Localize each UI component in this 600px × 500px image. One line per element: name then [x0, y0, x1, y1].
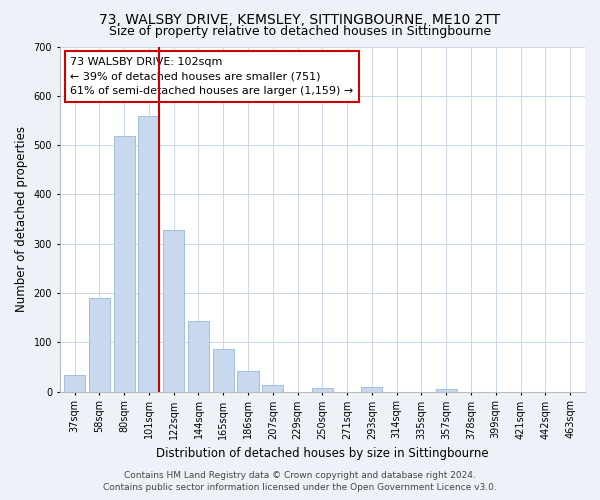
X-axis label: Distribution of detached houses by size in Sittingbourne: Distribution of detached houses by size …	[156, 447, 488, 460]
Text: Size of property relative to detached houses in Sittingbourne: Size of property relative to detached ho…	[109, 25, 491, 38]
Text: 73 WALSBY DRIVE: 102sqm
← 39% of detached houses are smaller (751)
61% of semi-d: 73 WALSBY DRIVE: 102sqm ← 39% of detache…	[70, 57, 353, 96]
Bar	[436, 389, 457, 392]
Text: 73, WALSBY DRIVE, KEMSLEY, SITTINGBOURNE, ME10 2TT: 73, WALSBY DRIVE, KEMSLEY, SITTINGBOURNE…	[100, 12, 500, 26]
Text: Contains HM Land Registry data © Crown copyright and database right 2024.
Contai: Contains HM Land Registry data © Crown c…	[103, 471, 497, 492]
Bar	[163, 230, 184, 392]
Bar	[64, 376, 85, 392]
Bar	[188, 320, 209, 392]
Y-axis label: Number of detached properties: Number of detached properties	[15, 126, 28, 312]
Bar	[113, 136, 134, 392]
Bar	[312, 388, 333, 392]
Bar	[213, 349, 234, 392]
Bar	[361, 386, 382, 392]
Bar	[262, 384, 283, 392]
Bar	[238, 372, 259, 392]
Bar	[89, 298, 110, 392]
Bar	[139, 116, 160, 392]
